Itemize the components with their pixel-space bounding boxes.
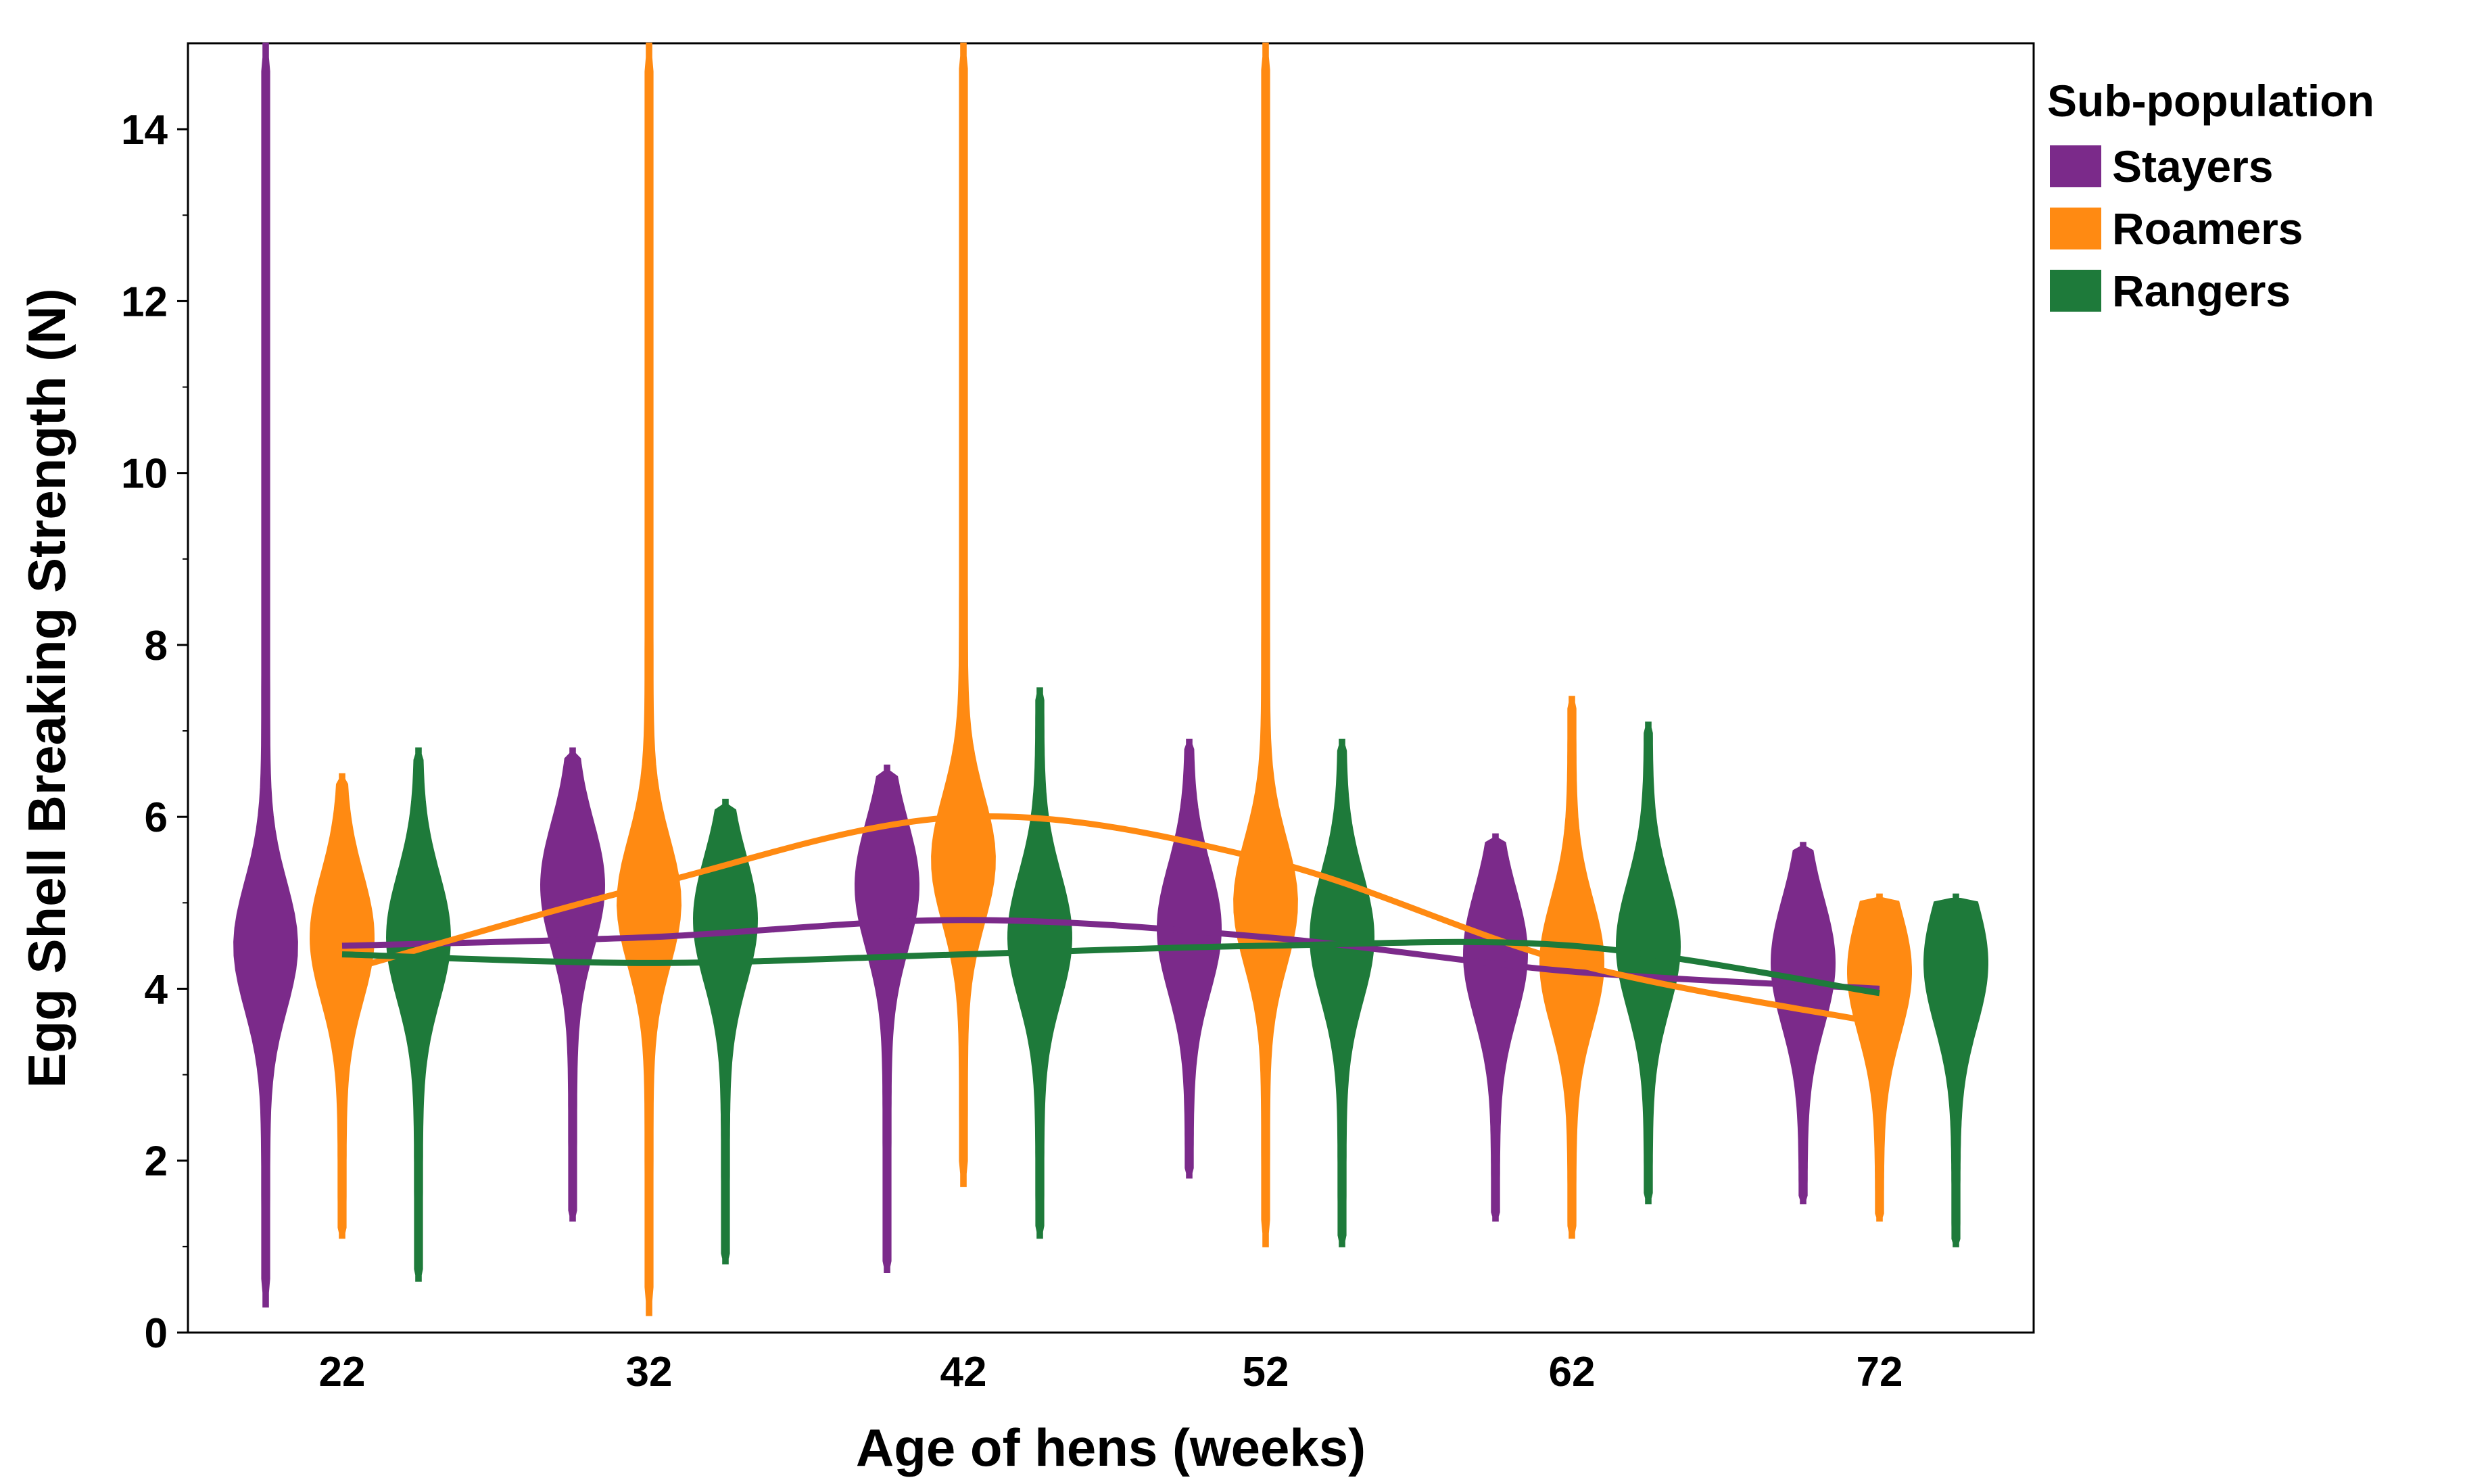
- violin-rangers-42: [1007, 687, 1073, 1239]
- legend: Sub-population Stayers Roamers Rangers: [2047, 76, 2374, 316]
- violin-rangers-72: [1923, 893, 1988, 1247]
- legend-swatch-rangers: [2050, 270, 2101, 312]
- violin-rangers-62: [1615, 721, 1681, 1205]
- violin-stayers-72: [1770, 842, 1836, 1205]
- violin-roamers-32: [616, 43, 682, 1316]
- y-tick-label: 10: [121, 451, 168, 498]
- violin-stayers-42: [854, 764, 920, 1273]
- legend-title: Sub-population: [2047, 76, 2374, 126]
- violins-layer: [233, 43, 1988, 1316]
- legend-label-stayers: Stayers: [2112, 141, 2274, 191]
- x-tick-label: 52: [1243, 1349, 1289, 1395]
- violin-stayers-52: [1156, 738, 1222, 1179]
- plot-frame: [187, 42, 2035, 1334]
- x-axis-title: Age of hens (weeks): [856, 1418, 1366, 1477]
- legend-label-roamers: Roamers: [2112, 204, 2303, 254]
- y-tick-label: 12: [121, 279, 168, 325]
- violin-roamers-62: [1539, 696, 1605, 1239]
- x-tick-label: 22: [319, 1349, 366, 1395]
- y-axis-title: Egg Shell Breaking Strength (N): [17, 288, 76, 1088]
- legend-swatch-roamers: [2050, 208, 2101, 249]
- x-tick-label: 72: [1857, 1349, 1903, 1395]
- y-tick-label: 14: [121, 107, 168, 153]
- violin-roamers-52: [1233, 43, 1298, 1247]
- y-tick-label: 4: [145, 966, 168, 1013]
- violin-rangers-32: [692, 798, 759, 1265]
- y-tick-label: 8: [145, 623, 168, 669]
- y-tick-label: 2: [145, 1139, 168, 1185]
- violin-stayers-22: [233, 43, 298, 1308]
- x-tick-label: 32: [626, 1349, 673, 1395]
- violin-rangers-52: [1309, 738, 1375, 1247]
- x-tick-label: 42: [940, 1349, 987, 1395]
- violin-stayers-62: [1462, 833, 1529, 1222]
- y-tick-label: 6: [145, 794, 168, 841]
- x-tick-label: 62: [1549, 1349, 1596, 1395]
- y-axis: 0 2 4 6 8 10 12 14: [121, 43, 189, 1357]
- y-tick-label: 0: [145, 1310, 168, 1357]
- violin-stayers-32: [540, 747, 606, 1222]
- trend-line-roamers: [341, 813, 1880, 1026]
- violin-roamers-72: [1847, 893, 1912, 1222]
- trend-lines-layer: [341, 813, 1880, 1026]
- violin-rangers-22: [385, 747, 452, 1282]
- violin-roamers-42: [931, 43, 996, 1187]
- plot-area: [187, 42, 2035, 1334]
- legend-label-rangers: Rangers: [2112, 266, 2291, 316]
- trend-line-rangers: [341, 938, 1880, 997]
- legend-swatch-stayers: [2050, 145, 2101, 187]
- violin-roamers-22: [309, 773, 375, 1239]
- x-axis: 22 32 42 52 62 72: [319, 1349, 1903, 1395]
